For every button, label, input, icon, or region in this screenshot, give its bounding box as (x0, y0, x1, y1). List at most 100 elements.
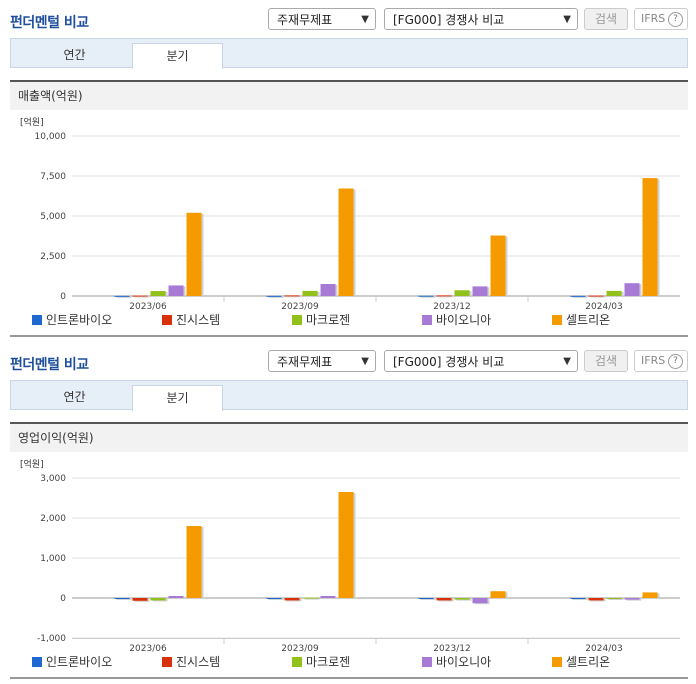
bar (642, 178, 658, 296)
bar (490, 591, 506, 598)
bar (436, 598, 452, 601)
bar-shadow (268, 599, 284, 600)
x-tick-label: 2024/03 (585, 302, 622, 310)
chart-legend: 인트론바이오 진시스템 마크로젠 바이오니아 셀트리온 (32, 655, 692, 671)
bar (588, 295, 604, 297)
x-tick-label: 2023/12 (433, 644, 470, 652)
legend-swatch (292, 315, 302, 325)
bar-shadow (438, 296, 454, 298)
legend-item[interactable]: 진시스템 (162, 313, 220, 329)
tab-annual[interactable]: 연간 (63, 48, 86, 62)
legend-label: 셀트리온 (566, 655, 611, 669)
bar (284, 598, 300, 601)
bar-shadow (286, 296, 302, 298)
x-tick-label: 2023/06 (129, 302, 167, 310)
statement-select[interactable]: 주재무제표 ▼ (268, 8, 376, 30)
statement-select-value: 주재무제표 (277, 355, 333, 369)
bar-shadow (608, 599, 624, 600)
bar (606, 290, 622, 296)
bar (320, 284, 336, 296)
legend-label: 셀트리온 (566, 313, 611, 327)
y-unit-label: [억원] (20, 458, 44, 470)
bar-shadow (304, 598, 320, 600)
divider (10, 335, 688, 337)
bar (186, 212, 202, 296)
period-tabs: 연간 분기 (10, 38, 688, 69)
y-tick-label: 2,000 (40, 514, 66, 524)
compare-group-select-value: [FG000] 경쟁사 비교 (393, 13, 505, 27)
bar (266, 295, 282, 297)
compare-group-select[interactable]: [FG000] 경쟁사 비교 ▼ (384, 8, 578, 30)
help-icon[interactable]: ? (668, 354, 683, 369)
y-tick-label: 3,000 (40, 474, 66, 484)
chevron-down-icon: ▼ (361, 356, 369, 367)
chevron-down-icon: ▼ (563, 14, 571, 25)
legend-swatch (162, 657, 172, 667)
legend-label: 진시스템 (176, 313, 221, 327)
legend-item[interactable]: 셀트리온 (552, 313, 610, 329)
tab-quarterly[interactable]: 분기 (132, 385, 223, 411)
y-tick-label: 2,500 (40, 252, 66, 262)
bar (588, 598, 604, 601)
bar (418, 295, 434, 297)
bar-shadow (626, 599, 642, 601)
bar (338, 188, 354, 296)
tab-quarterly[interactable]: 분기 (132, 43, 223, 69)
help-icon[interactable]: ? (668, 12, 683, 27)
legend-swatch (552, 315, 562, 325)
legend-item[interactable]: 인트론바이오 (32, 313, 112, 329)
chart-header: 영업이익(억원) (10, 422, 688, 452)
chevron-down-icon: ▼ (361, 14, 369, 25)
tab-annual[interactable]: 연간 (63, 390, 86, 404)
legend-item[interactable]: 셀트리온 (552, 655, 610, 671)
ifrs-info[interactable]: IFRS? (634, 350, 688, 372)
y-tick-label: 10,000 (35, 132, 67, 142)
bar (454, 290, 470, 296)
legend-swatch (292, 657, 302, 667)
statement-select-value: 주재무제표 (277, 13, 333, 27)
legend-item[interactable]: 바이오니아 (422, 655, 491, 671)
legend-swatch (162, 315, 172, 325)
y-tick-label: 1,000 (40, 554, 66, 564)
legend-item[interactable]: 바이오니아 (422, 313, 491, 329)
ifrs-info[interactable]: IFRS? (634, 8, 688, 30)
bar (132, 295, 148, 297)
bar (454, 598, 470, 600)
y-tick-label: 0 (60, 292, 66, 302)
fundamental-panel-revenue: 펀더멘털 비교 주재무제표 ▼ [FG000] 경쟁사 비교 ▼ 검색 IFRS? … (10, 8, 692, 337)
legend-item[interactable]: 진시스템 (162, 655, 220, 671)
search-button[interactable]: 검색 (584, 8, 628, 30)
divider (10, 677, 688, 679)
y-tick-label: -1,000 (37, 634, 66, 644)
legend-label: 마크로젠 (306, 655, 351, 669)
statement-select[interactable]: 주재무제표 ▼ (268, 350, 376, 372)
bar (570, 598, 586, 599)
bar (472, 286, 488, 296)
bar-shadow (134, 296, 150, 298)
bar-shadow (572, 599, 588, 600)
x-tick-label: 2023/09 (281, 644, 319, 652)
legend-item[interactable]: 마크로젠 (292, 313, 350, 329)
y-tick-label: 0 (60, 594, 66, 604)
bar (320, 596, 336, 598)
bar (490, 235, 506, 296)
legend-label: 인트론바이오 (46, 313, 113, 327)
chart-legend: 인트론바이오 진시스템 마크로젠 바이오니아 셀트리온 (32, 313, 692, 329)
bar-shadow (456, 599, 472, 601)
compare-group-select[interactable]: [FG000] 경쟁사 비교 ▼ (384, 350, 578, 372)
legend-label: 바이오니아 (436, 313, 492, 327)
revenue-bar-chart: [억원] 0 2,500 5,000 7,500 10,000 2023/06 2023/09… (20, 116, 680, 310)
legend-swatch (422, 315, 432, 325)
bar (436, 295, 452, 297)
bar (606, 598, 622, 599)
legend-item[interactable]: 마크로젠 (292, 655, 350, 671)
x-tick-label: 2023/09 (281, 302, 319, 310)
search-button[interactable]: 검색 (584, 350, 628, 372)
bar (132, 598, 148, 601)
bar-shadow (116, 296, 132, 298)
bar (302, 597, 318, 599)
legend-swatch (32, 315, 42, 325)
legend-item[interactable]: 인트론바이오 (32, 655, 112, 671)
legend-label: 마크로젠 (306, 313, 351, 327)
bar (642, 592, 658, 598)
